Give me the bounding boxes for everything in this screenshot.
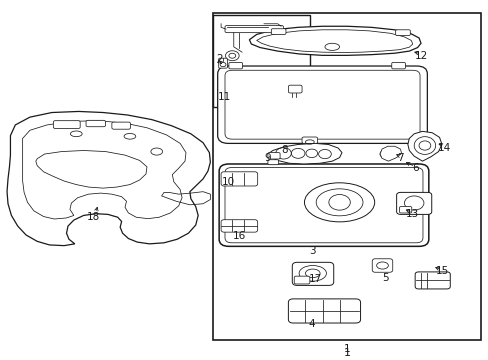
Text: 8: 8 <box>281 145 287 156</box>
Polygon shape <box>379 146 401 161</box>
Text: 6: 6 <box>411 163 418 173</box>
Polygon shape <box>407 131 441 161</box>
Polygon shape <box>249 26 420 55</box>
Text: 14: 14 <box>437 143 450 153</box>
Text: 7: 7 <box>396 153 403 163</box>
Text: 11: 11 <box>217 91 230 102</box>
FancyBboxPatch shape <box>267 160 278 165</box>
Text: 1: 1 <box>343 347 350 357</box>
FancyBboxPatch shape <box>228 63 242 69</box>
Bar <box>212 15 310 107</box>
FancyBboxPatch shape <box>294 276 309 284</box>
Text: 15: 15 <box>434 266 447 276</box>
FancyBboxPatch shape <box>218 58 227 68</box>
FancyBboxPatch shape <box>271 29 285 35</box>
Text: 9: 9 <box>264 153 271 163</box>
FancyBboxPatch shape <box>302 137 317 143</box>
Text: 3: 3 <box>309 246 315 256</box>
FancyBboxPatch shape <box>221 220 257 232</box>
Text: 10: 10 <box>221 177 234 188</box>
Polygon shape <box>267 143 341 164</box>
Text: 16: 16 <box>232 231 246 241</box>
FancyBboxPatch shape <box>219 164 428 246</box>
Bar <box>212 13 480 340</box>
Text: 4: 4 <box>308 319 314 329</box>
FancyBboxPatch shape <box>217 66 427 143</box>
FancyBboxPatch shape <box>288 85 302 93</box>
FancyBboxPatch shape <box>399 207 411 213</box>
FancyBboxPatch shape <box>391 63 405 69</box>
Text: 5: 5 <box>382 273 388 283</box>
FancyBboxPatch shape <box>292 262 333 285</box>
Text: 1: 1 <box>343 344 349 354</box>
FancyBboxPatch shape <box>414 272 449 289</box>
FancyBboxPatch shape <box>395 30 409 36</box>
FancyBboxPatch shape <box>267 153 280 159</box>
Text: 18: 18 <box>86 212 100 222</box>
FancyBboxPatch shape <box>112 122 130 129</box>
FancyBboxPatch shape <box>288 299 360 323</box>
FancyBboxPatch shape <box>53 121 80 129</box>
Text: 2: 2 <box>215 54 222 64</box>
FancyBboxPatch shape <box>371 259 392 272</box>
FancyBboxPatch shape <box>221 172 257 186</box>
FancyBboxPatch shape <box>224 26 283 33</box>
Text: 12: 12 <box>413 51 427 61</box>
Polygon shape <box>7 112 210 246</box>
Text: 17: 17 <box>308 274 321 284</box>
Text: 13: 13 <box>405 210 419 219</box>
FancyBboxPatch shape <box>396 192 431 215</box>
FancyBboxPatch shape <box>86 120 105 127</box>
